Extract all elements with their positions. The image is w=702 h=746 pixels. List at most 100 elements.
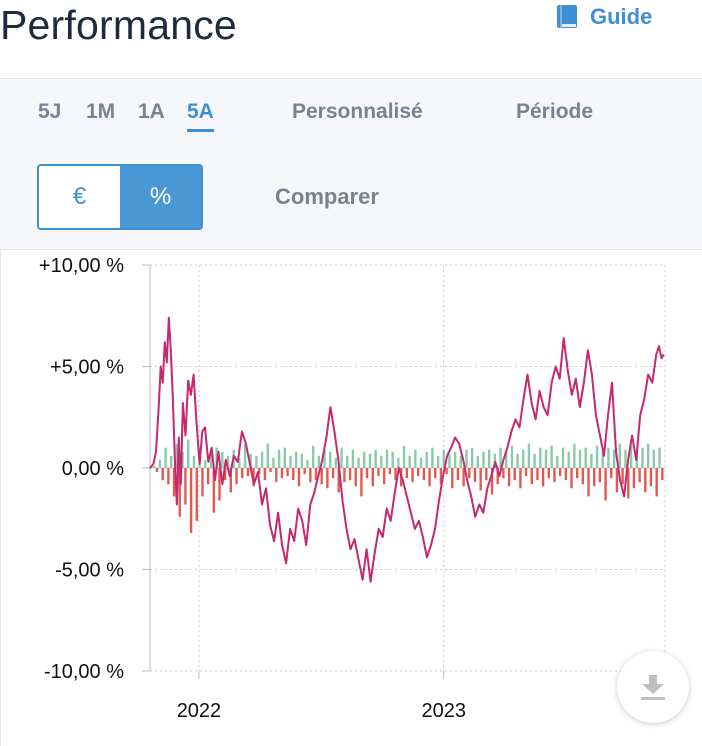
- bar-negative: [428, 468, 431, 487]
- bar-positive: [425, 451, 428, 468]
- bar-positive: [249, 453, 252, 468]
- bar-positive: [311, 445, 315, 468]
- bar-positive: [436, 455, 440, 468]
- bar-negative: [161, 468, 164, 481]
- bar-positive: [158, 459, 162, 468]
- bar-positive: [391, 451, 394, 468]
- y-tick-label: -10,00 %: [44, 661, 124, 683]
- bar-positive: [260, 451, 264, 468]
- bar-positive: [527, 443, 531, 468]
- unit-toggle: € %: [37, 164, 203, 230]
- tab-5a[interactable]: 5A: [187, 100, 214, 132]
- bar-positive: [385, 449, 389, 468]
- bar-negative: [320, 468, 323, 485]
- bar-negative: [212, 468, 216, 513]
- book-icon: [557, 5, 577, 28]
- bar-positive: [414, 449, 417, 468]
- bar-positive: [215, 447, 218, 468]
- bar-positive: [277, 449, 281, 468]
- download-button[interactable]: [617, 651, 689, 723]
- bar-negative: [354, 468, 357, 487]
- tab-5j[interactable]: 5J: [38, 100, 62, 123]
- bar-positive: [516, 453, 519, 468]
- bar-negative: [627, 468, 630, 499]
- bar-negative: [456, 468, 460, 481]
- y-axis-labels: +10,00 % +5,00 % 0,00 % -5,00 % -10,00 %: [39, 255, 124, 683]
- compare-button[interactable]: Comparer: [275, 184, 379, 209]
- bar-negative: [155, 468, 159, 473]
- bar-positive: [340, 447, 343, 468]
- bar-positive: [226, 455, 230, 468]
- bar-negative: [189, 468, 193, 533]
- bar-positive: [618, 443, 621, 468]
- bar-negative: [468, 468, 471, 479]
- bar-negative: [621, 468, 624, 485]
- bar-negative: [371, 468, 374, 487]
- bar-positive: [658, 447, 661, 468]
- bar-negative: [507, 468, 511, 487]
- bar-positive: [431, 447, 434, 468]
- tab-periode[interactable]: Période: [516, 100, 594, 123]
- bar-positive: [629, 445, 633, 468]
- bar-negative: [496, 468, 499, 485]
- bar-negative: [490, 468, 494, 495]
- bar-negative: [343, 468, 346, 483]
- bar-negative: [246, 468, 250, 477]
- bar-negative: [524, 468, 528, 477]
- bar-negative: [275, 468, 278, 483]
- percent-toggle-button[interactable]: %: [120, 166, 201, 228]
- tab-personnalise[interactable]: Personnalisé: [292, 100, 423, 123]
- tab-1m[interactable]: 1M: [86, 100, 116, 123]
- bar-negative: [451, 468, 454, 489]
- bar-negative: [564, 468, 568, 481]
- performance-line: [149, 316, 665, 583]
- tab-1a[interactable]: 1A: [138, 100, 165, 123]
- x-axis-labels: 2022 2023: [177, 700, 466, 722]
- left-border: [0, 248, 1, 746]
- bar-positive: [323, 449, 326, 468]
- bar-positive: [459, 455, 462, 468]
- bar-positive: [533, 453, 536, 468]
- bar-positive: [329, 451, 332, 468]
- bar-positive: [505, 451, 508, 468]
- bar-positive: [510, 445, 514, 468]
- bar-negative: [541, 468, 545, 487]
- bar-negative: [377, 468, 380, 477]
- bar-positive: [306, 459, 309, 468]
- bar-positive: [584, 447, 587, 468]
- bar-negative: [547, 468, 550, 479]
- bar-positive: [294, 451, 298, 468]
- bar-positive: [187, 439, 190, 468]
- bar-negative: [292, 468, 295, 481]
- bar-negative: [297, 468, 301, 487]
- bar-negative: [649, 468, 653, 487]
- y-tick-label: +5,00 %: [50, 357, 124, 379]
- bar-positive: [567, 451, 570, 468]
- bar-positive: [283, 447, 286, 468]
- bar-negative: [655, 468, 658, 497]
- guide-link[interactable]: Guide: [556, 2, 652, 32]
- bar-positive: [556, 455, 559, 468]
- bar-positive: [550, 445, 553, 468]
- bar-negative: [286, 468, 289, 477]
- bar-positive: [419, 457, 423, 468]
- bar-positive: [209, 451, 213, 468]
- performance-chart: +10,00 % +5,00 % 0,00 % -5,00 % -10,00 % 202…: [39, 255, 666, 722]
- x-tick-label: 2023: [421, 700, 466, 722]
- bar-positive: [255, 455, 258, 468]
- bar-positive: [448, 453, 451, 468]
- bar-negative: [638, 468, 641, 483]
- euro-toggle-button[interactable]: €: [39, 166, 120, 228]
- bar-negative: [394, 468, 397, 481]
- bar-negative: [229, 468, 233, 493]
- download-icon: [641, 675, 665, 700]
- bar-negative: [530, 468, 533, 485]
- bar-negative: [337, 468, 340, 493]
- bar-positive: [561, 447, 565, 468]
- bar-positive: [487, 449, 491, 468]
- bar-negative: [331, 468, 335, 479]
- bar-positive: [499, 447, 502, 468]
- bar-negative: [473, 468, 477, 483]
- bar-negative: [502, 468, 505, 479]
- bar-negative: [365, 468, 369, 479]
